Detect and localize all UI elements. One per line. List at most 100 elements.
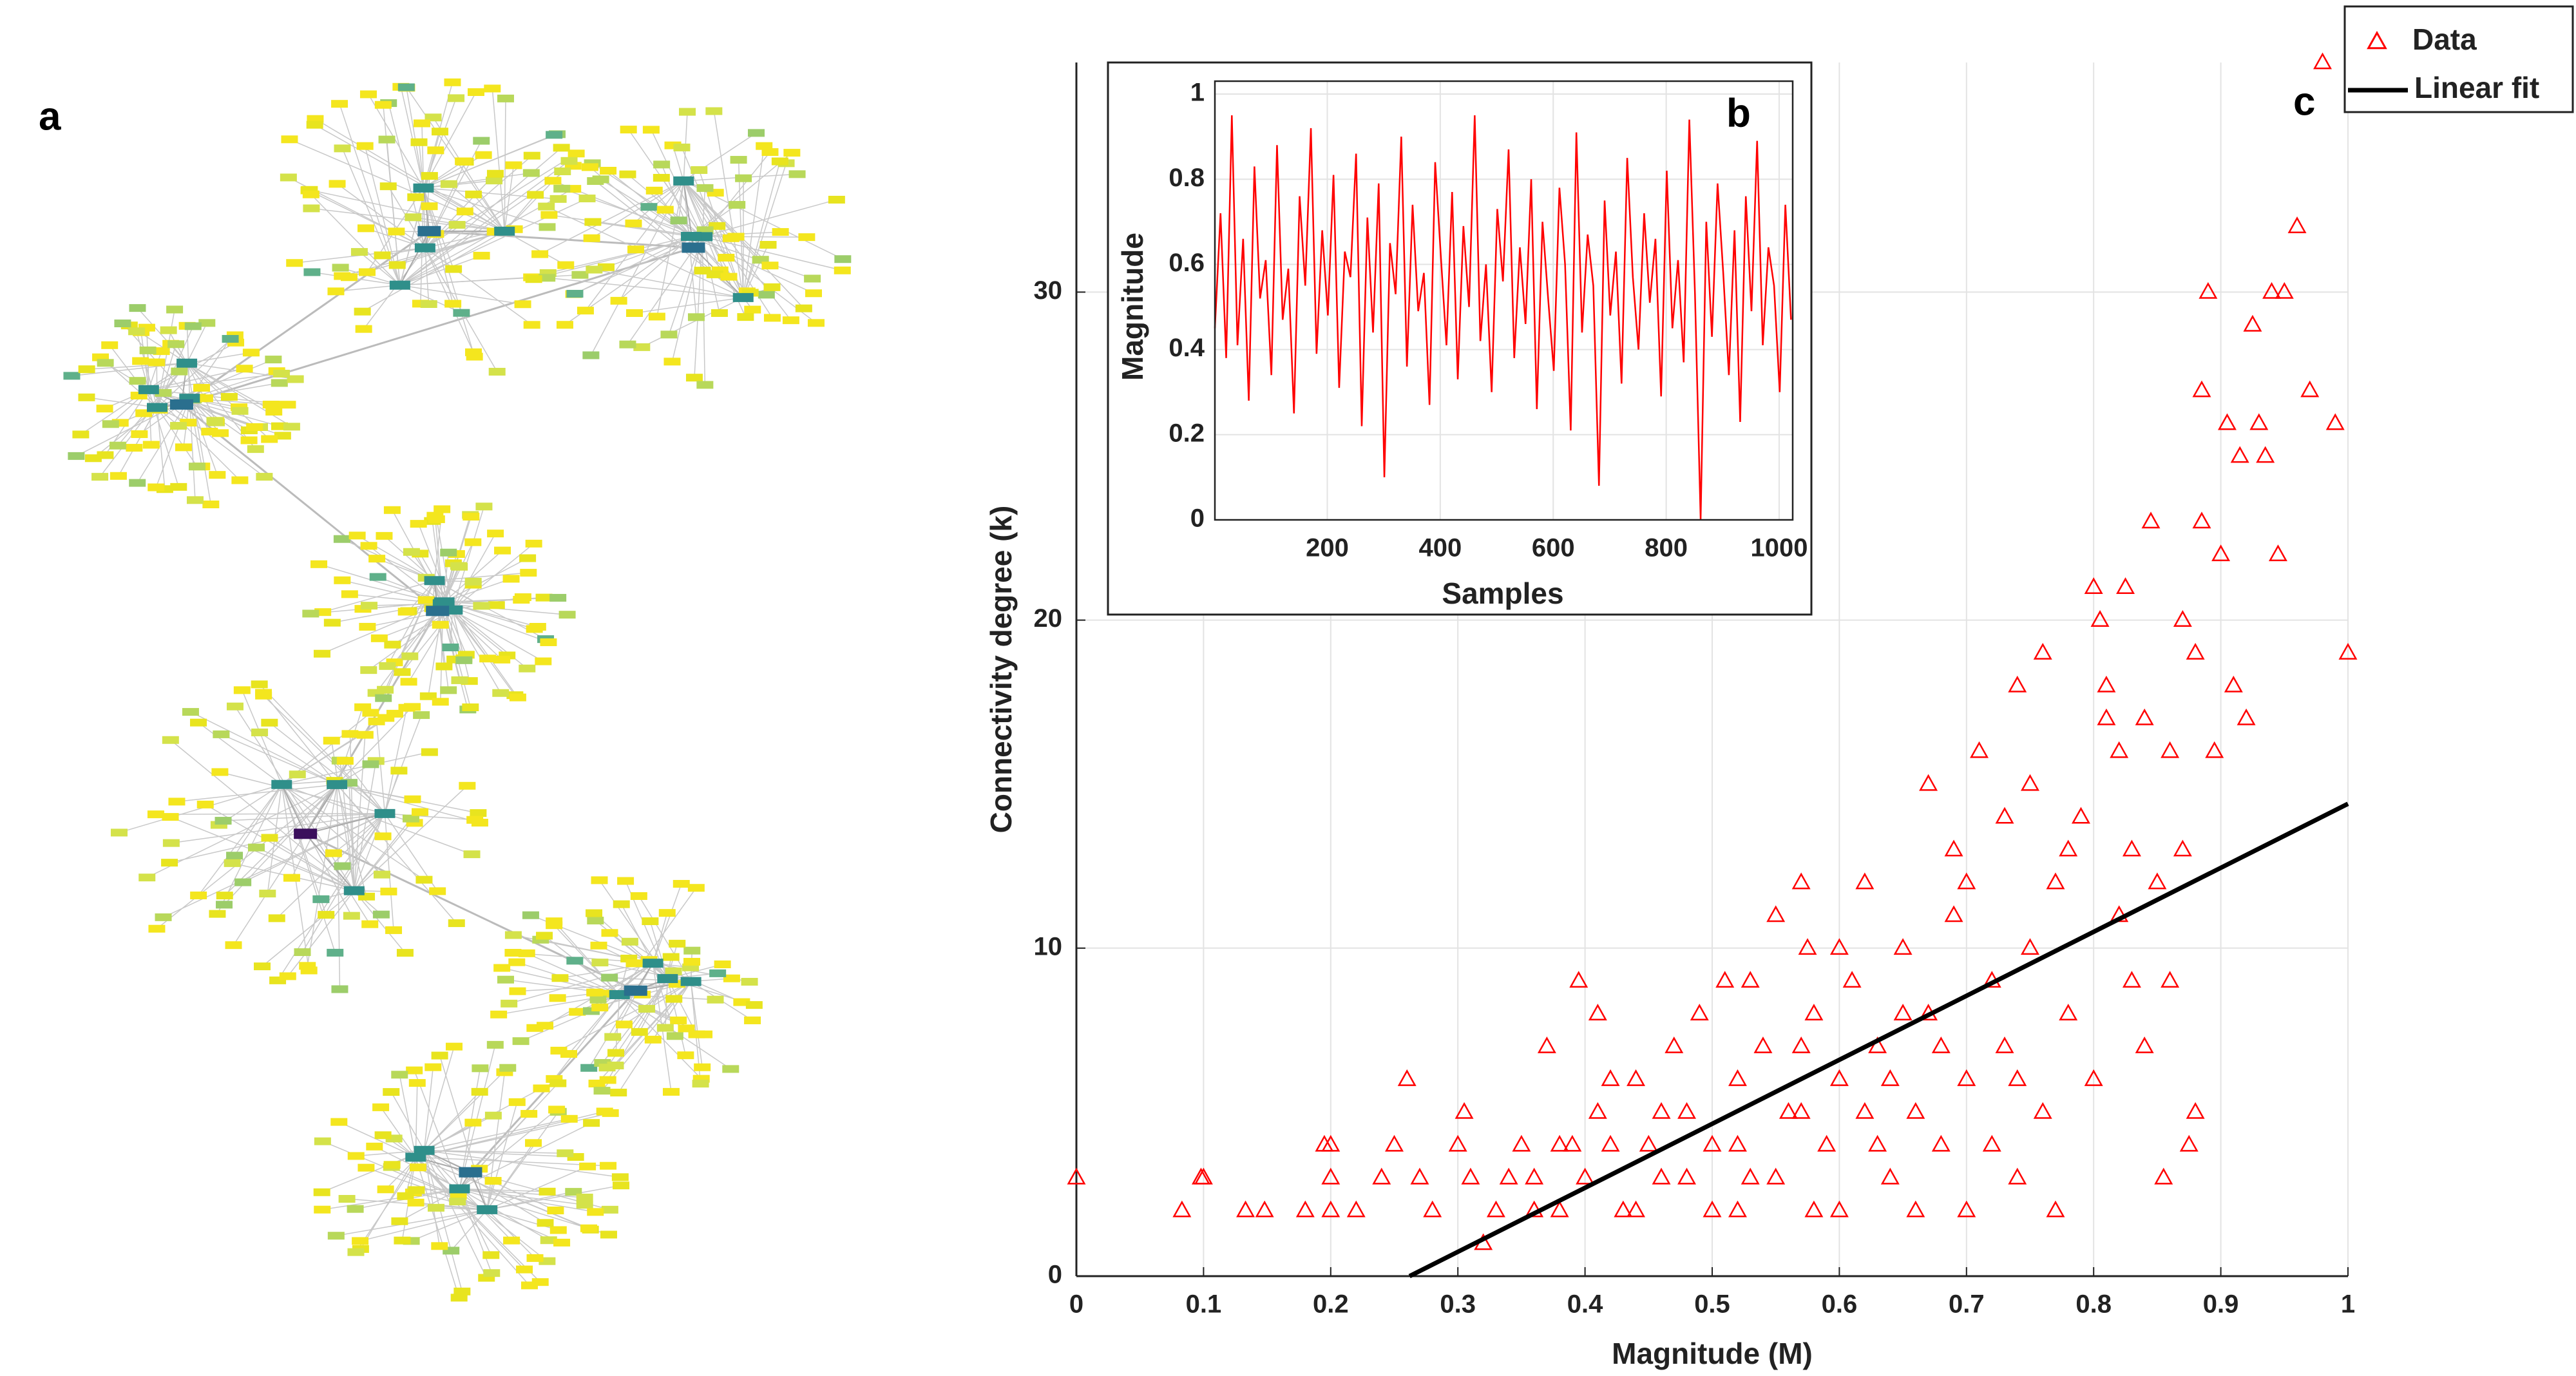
edge <box>198 784 282 896</box>
edge <box>388 102 426 248</box>
edge <box>362 231 505 312</box>
node <box>155 388 172 397</box>
node <box>546 921 563 930</box>
node <box>687 884 705 892</box>
edge <box>473 194 505 232</box>
node <box>596 1107 613 1116</box>
edge <box>504 98 506 231</box>
node <box>226 852 243 860</box>
node <box>692 1080 709 1088</box>
edge <box>424 1150 512 1241</box>
node <box>571 271 589 279</box>
node <box>577 307 594 315</box>
data-point <box>1817 1134 1837 1152</box>
data-point <box>1741 1167 1760 1185</box>
data-point <box>2325 413 2345 430</box>
node <box>413 711 430 720</box>
node <box>398 703 415 712</box>
data-point <box>1455 1102 1474 1119</box>
edge <box>691 236 814 294</box>
node <box>741 978 758 986</box>
edge <box>439 1055 488 1210</box>
node <box>374 808 396 818</box>
edge <box>619 994 731 1070</box>
edge <box>423 172 531 189</box>
node <box>723 974 740 982</box>
node <box>488 601 505 609</box>
node <box>327 1232 345 1240</box>
edge <box>310 194 401 286</box>
node <box>405 1152 426 1162</box>
node <box>114 320 131 328</box>
node <box>412 808 429 816</box>
data-point <box>1601 1069 1620 1086</box>
edge <box>318 564 444 603</box>
node <box>357 224 374 233</box>
node <box>362 709 379 717</box>
node <box>805 289 823 298</box>
y-tick-label: 20 <box>1034 604 1063 633</box>
edge <box>384 770 400 814</box>
node <box>549 593 567 602</box>
data-point <box>1957 1200 1976 1218</box>
node <box>464 577 482 586</box>
data-point <box>2148 872 2167 890</box>
panel-label: b <box>1726 91 1751 135</box>
node <box>472 1064 489 1073</box>
node <box>683 957 701 966</box>
edge <box>424 1118 569 1151</box>
node <box>494 226 515 236</box>
edge <box>190 711 338 785</box>
edge <box>119 784 282 834</box>
node <box>369 573 386 581</box>
edge <box>702 199 837 238</box>
node <box>583 1119 600 1127</box>
node <box>373 870 390 879</box>
data-point <box>1728 1069 1747 1086</box>
inset-panel: 200 400 600 800 1000 0 0.2 0.4 0.6 0.8 1 Samples Mag… <box>1107 61 1813 616</box>
edge <box>452 609 501 694</box>
node <box>377 1185 394 1194</box>
edge <box>450 1209 488 1251</box>
node <box>566 289 584 298</box>
node <box>362 760 379 769</box>
node <box>334 862 351 870</box>
node <box>294 948 311 957</box>
data-point <box>1461 1167 1480 1185</box>
edge <box>148 373 282 390</box>
y-tick-label: 1 <box>1190 79 1205 107</box>
node <box>374 251 391 260</box>
node <box>455 157 472 166</box>
edge <box>259 732 338 785</box>
edge <box>450 609 453 648</box>
node <box>642 959 663 968</box>
data-point <box>1829 1200 1849 1218</box>
node <box>758 291 775 299</box>
data-point <box>2116 577 2135 595</box>
node <box>318 911 335 919</box>
node <box>361 920 379 928</box>
node <box>475 502 493 511</box>
node <box>640 203 658 211</box>
edge <box>517 980 691 992</box>
edge <box>691 152 792 237</box>
node <box>759 241 777 249</box>
node <box>261 718 278 727</box>
node <box>162 813 179 821</box>
node <box>402 814 419 823</box>
node <box>497 975 515 984</box>
edge <box>444 550 503 602</box>
node <box>519 554 537 562</box>
node <box>586 988 604 997</box>
node <box>272 369 290 377</box>
node <box>334 576 351 584</box>
edge <box>287 890 355 977</box>
node <box>625 959 643 968</box>
node <box>557 1149 574 1158</box>
x-axis-label: Magnitude (M) <box>1612 1337 1813 1370</box>
data-point <box>2199 282 2218 299</box>
node <box>281 135 298 144</box>
data-point <box>1499 1167 1518 1185</box>
node <box>110 472 127 480</box>
edge <box>189 397 221 434</box>
